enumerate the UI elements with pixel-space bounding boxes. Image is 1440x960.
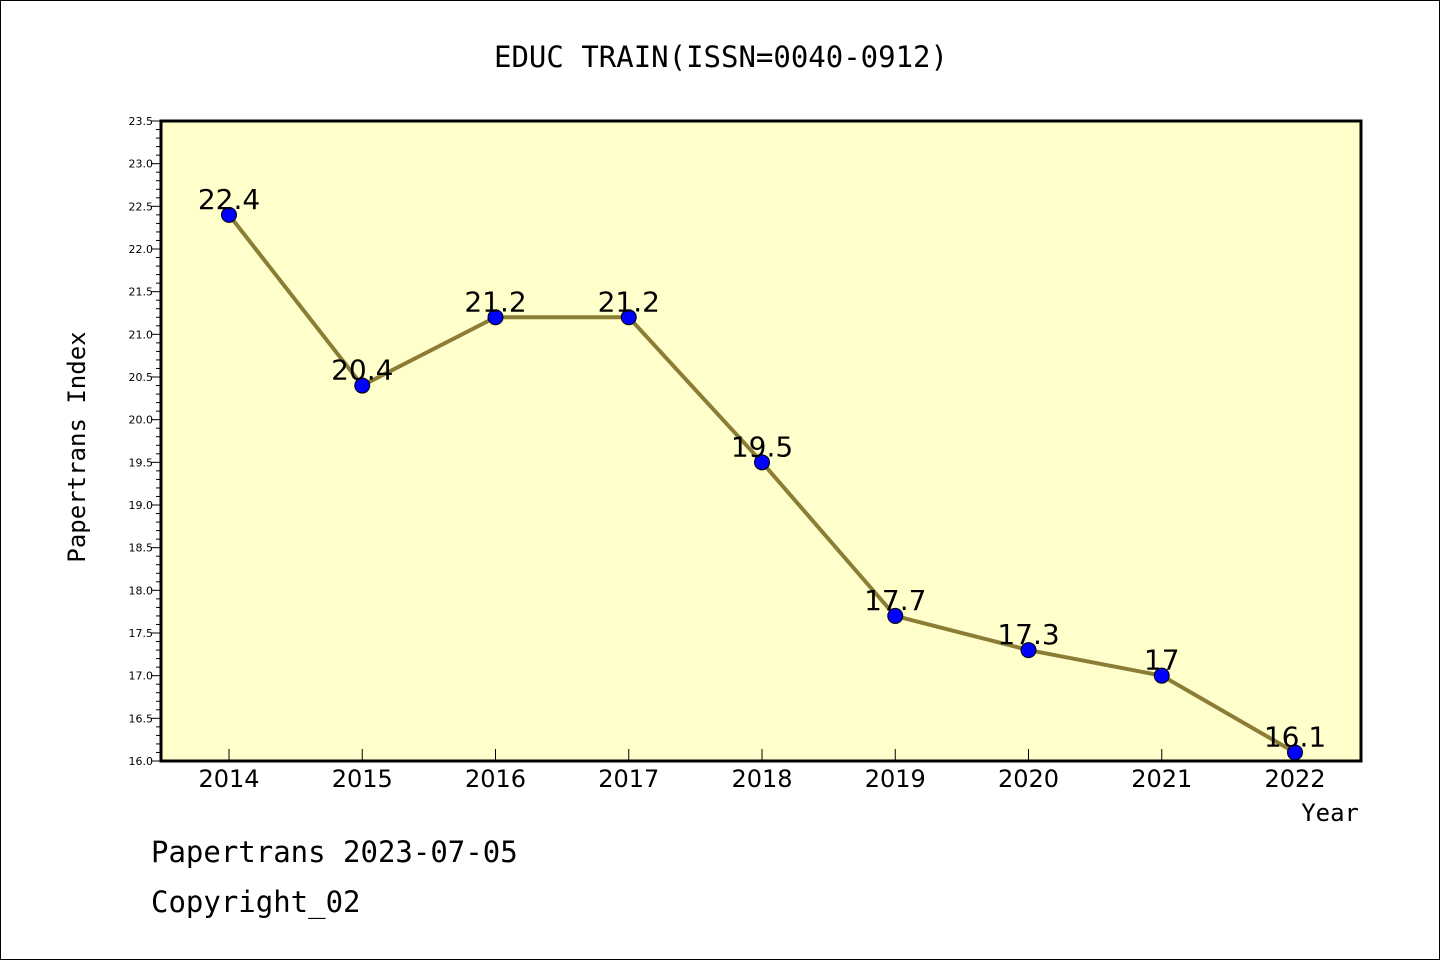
series-group xyxy=(221,206,1303,761)
y-tick-label: 22.0 xyxy=(129,243,154,256)
y-tick-label: 20.5 xyxy=(129,371,154,384)
data-point xyxy=(221,206,237,223)
x-tick-label: 2016 xyxy=(465,765,526,793)
x-tick-label: 2022 xyxy=(1264,765,1325,793)
x-tick-label: 2014 xyxy=(198,765,259,793)
data-point xyxy=(1287,744,1303,761)
data-point xyxy=(354,377,371,394)
y-axis: 16.0 16.5 17.0 17.5 18.0 18.5 19.0 19.5 20.0 20.5… xyxy=(129,115,161,768)
data-labels: 22.4 20.4 21.2 21.2 19.5 17.7 17.3 17 16.1 xyxy=(198,183,1326,754)
data-label: 21.2 xyxy=(598,285,660,318)
x-tick-label: 2019 xyxy=(865,765,926,793)
data-label: 17 xyxy=(1144,644,1180,677)
chart-title: EDUC TRAIN(ISSN=0040-0912) xyxy=(494,40,948,74)
y-tick-label: 16.0 xyxy=(129,755,154,768)
y-tick-label: 16.5 xyxy=(129,712,154,725)
x-tick-label: 2018 xyxy=(731,765,792,793)
data-label: 16.1 xyxy=(1264,720,1326,753)
y-tick-label: 17.5 xyxy=(129,627,154,640)
y-tick-label: 18.5 xyxy=(129,542,154,555)
y-tick-label: 21.5 xyxy=(129,286,154,299)
data-point xyxy=(1153,667,1170,684)
y-tick-label: 21.0 xyxy=(129,328,154,341)
data-label: 21.2 xyxy=(464,285,526,318)
y-tick-label: 23.0 xyxy=(129,158,154,171)
y-tick-label: 17.0 xyxy=(129,670,154,683)
data-point xyxy=(754,454,770,471)
data-point xyxy=(887,607,904,624)
y-tick-label: 19.5 xyxy=(129,456,154,469)
data-point xyxy=(487,309,504,326)
data-label: 17.7 xyxy=(864,584,926,617)
data-point xyxy=(620,309,637,326)
y-tick-label: 18.0 xyxy=(129,584,154,597)
y-tick-label: 20.0 xyxy=(129,414,154,427)
y-tick-label: 22.5 xyxy=(129,200,154,213)
x-axis-label: Year xyxy=(1301,799,1359,827)
footer-date: Papertrans 2023-07-05 xyxy=(151,835,518,869)
data-label: 22.4 xyxy=(198,183,260,216)
x-tick-label: 2015 xyxy=(332,765,393,793)
x-tick-label: 2017 xyxy=(598,765,659,793)
y-tick-label: 23.5 xyxy=(129,115,154,128)
y-tick-label: 19.0 xyxy=(129,499,154,512)
footer-copyright: Copyright_02 xyxy=(151,885,361,919)
plot-area xyxy=(159,119,1363,763)
data-label: 17.3 xyxy=(997,618,1059,651)
data-label: 20.4 xyxy=(331,354,393,387)
x-tick-label: 2021 xyxy=(1131,765,1192,793)
y-axis-label: Papertrans Index xyxy=(63,331,91,562)
x-tick-label: 2020 xyxy=(998,765,1059,793)
data-label: 19.5 xyxy=(731,430,793,463)
data-point xyxy=(1020,642,1037,659)
x-axis: 2014 2015 2016 2017 2018 2019 2020 2021 2022 xyxy=(198,749,1326,793)
